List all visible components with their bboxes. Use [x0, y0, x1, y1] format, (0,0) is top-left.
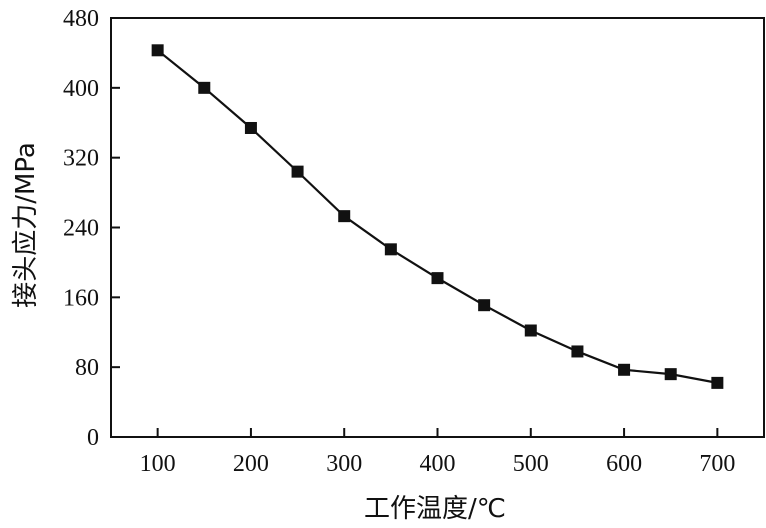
x-tick-label: 300 [326, 451, 362, 477]
data-point [478, 299, 491, 312]
y-axis-title: 接头应力/MPa [11, 142, 41, 308]
data-point [198, 81, 211, 94]
x-tick-label: 700 [699, 451, 735, 477]
data-point [338, 210, 351, 223]
data-point [431, 272, 444, 285]
data-point [524, 324, 537, 337]
data-point [291, 165, 304, 178]
x-tick-label: 600 [606, 451, 642, 477]
data-point [384, 243, 397, 256]
data-point [664, 368, 677, 381]
data-point [571, 345, 584, 358]
x-tick-label: 400 [420, 451, 456, 477]
y-tick-label: 160 [63, 285, 99, 311]
series-line [156, 49, 718, 384]
y-tick-label: 80 [75, 355, 99, 381]
x-tick-label: 200 [233, 451, 269, 477]
y-tick-label: 320 [63, 146, 99, 172]
data-point [618, 363, 631, 376]
x-axis-title: 工作温度/℃ [364, 494, 506, 524]
y-tick-label: 0 [87, 425, 99, 451]
data-point [244, 121, 257, 134]
x-tick-label: 100 [140, 451, 176, 477]
y-tick-label: 480 [63, 6, 99, 32]
data-point [711, 376, 724, 389]
y-tick-label: 400 [63, 76, 99, 102]
x-tick-label: 500 [513, 451, 549, 477]
y-tick-label: 240 [63, 216, 99, 242]
data-point [151, 44, 164, 57]
